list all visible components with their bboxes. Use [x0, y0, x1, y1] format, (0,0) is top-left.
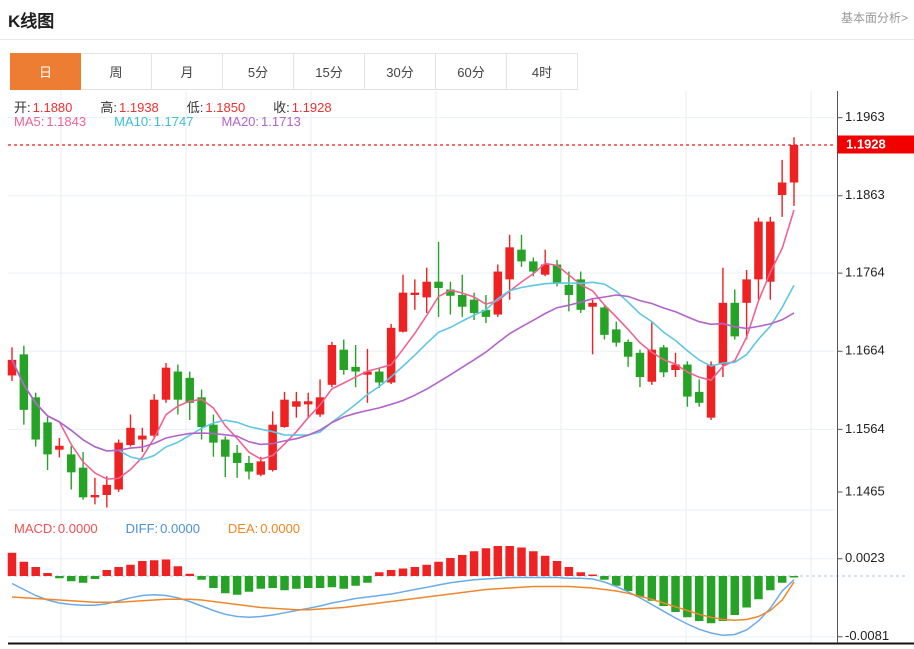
legend-item: 开: 1.1880	[14, 100, 86, 115]
legend-label: MA5:	[14, 114, 45, 129]
interval-tab-月[interactable]: 月	[152, 53, 223, 90]
fundamental-analysis-link[interactable]: 基本面分析>	[840, 11, 908, 25]
legend-value: 1.1747	[153, 114, 194, 129]
macd-axis-label: 0.0023	[845, 550, 885, 565]
interval-tab-日[interactable]: 日	[10, 53, 81, 90]
ohlc-legend: 开: 1.1880 高: 1.1938 低: 1.1850 收: 1.1928	[14, 97, 360, 116]
legend-item: DIFF: 0.0000	[126, 521, 214, 536]
kline-chart-canvas[interactable]: 1.1963 1.1863 1.1764 1.1664 1.1564 1.1465 1.19…	[0, 91, 914, 649]
interval-tab-5分[interactable]: 5分	[223, 53, 294, 90]
legend-label: DIFF:	[125, 521, 159, 536]
interval-tab-30分[interactable]: 30分	[365, 53, 436, 90]
legend-item: 收: 1.1928	[273, 100, 345, 115]
price-axis-label: 1.1764	[845, 265, 885, 280]
legend-value: 0.0000	[160, 521, 200, 536]
price-axis-label: 1.1664	[845, 343, 885, 358]
legend-label: MA10:	[114, 114, 152, 129]
interval-tab-4时[interactable]: 4时	[507, 53, 578, 90]
legend-item: 高: 1.1938	[100, 100, 172, 115]
interval-tab-60分[interactable]: 60分	[436, 53, 507, 90]
legend-label: 高:	[100, 100, 118, 115]
legend-value: 1.1880	[32, 100, 73, 115]
macd-axis-label: -0.0081	[845, 628, 889, 643]
legend-label: MA20:	[221, 114, 260, 129]
current-price-tag: 1.1928	[846, 136, 886, 151]
legend-item: MA20: 1.1713	[221, 114, 314, 129]
legend-label: DEA:	[227, 521, 259, 536]
legend-label: 低:	[186, 100, 204, 115]
page-title: K线图	[8, 12, 55, 31]
legend-item: MACD: 0.0000	[14, 521, 112, 536]
legend-value: 1.1843	[46, 114, 87, 129]
legend-value: 0.0000	[260, 521, 301, 536]
interval-tab-周[interactable]: 周	[81, 53, 152, 90]
legend-label: MACD:	[14, 521, 56, 536]
macd-legend: MACD: 0.0000 DIFF: 0.0000 DEA: 0.0000	[14, 521, 328, 536]
interval-tabbar: 日周月 5分 15分 30分 60分 4时	[10, 53, 578, 90]
legend-label: 收:	[273, 100, 290, 115]
interval-tab-15分[interactable]: 15分	[294, 53, 365, 90]
legend-value: 1.1850	[205, 100, 246, 115]
price-axis-label: 1.1465	[845, 483, 885, 498]
legend-item: MA5: 1.1843	[14, 114, 100, 129]
legend-item: MA10: 1.1747	[114, 114, 207, 129]
legend-value: 1.1928	[291, 100, 332, 115]
ma-legend: MA5: 1.1843 MA10: 1.1747 MA20: 1.1713	[14, 114, 329, 129]
legend-value: 0.0000	[57, 521, 98, 536]
price-axis-label: 1.1863	[845, 187, 885, 202]
legend-value: 1.1938	[119, 100, 159, 115]
price-axis-label: 1.1963	[845, 109, 885, 124]
legend-label: 开:	[14, 100, 31, 115]
header: K线图 基本面分析>	[0, 0, 914, 40]
legend-item: DEA: 0.0000	[228, 521, 314, 536]
legend-value: 1.1713	[261, 114, 301, 129]
legend-item: 低: 1.1850	[187, 100, 259, 115]
price-axis-label: 1.1564	[845, 421, 885, 436]
